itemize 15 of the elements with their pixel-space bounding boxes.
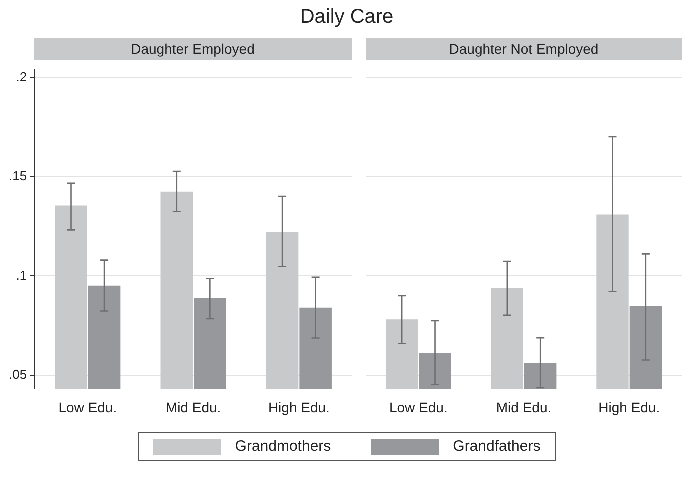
x-tick-label: High Edu. bbox=[598, 399, 660, 416]
y-tick-label: .15 bbox=[8, 168, 28, 184]
x-tick-label: Mid Edu. bbox=[166, 399, 222, 416]
chart-subtitle: Daughter Not Employed bbox=[366, 38, 682, 60]
x-tick-label: High Edu. bbox=[268, 399, 330, 416]
y-tick-label: .05 bbox=[8, 366, 28, 382]
x-tick-label: Mid Edu. bbox=[496, 399, 552, 416]
chart-title: Daily Care bbox=[299, 6, 395, 30]
y-tick-label: .2 bbox=[16, 70, 28, 85]
chart-subtitle: Daughter Employed bbox=[34, 38, 352, 60]
x-tick-label: Low Edu. bbox=[58, 399, 118, 416]
legend-label: Grandmothers bbox=[235, 438, 332, 455]
x-tick-label: Low Edu. bbox=[389, 399, 448, 416]
y-tick-label: .1 bbox=[16, 268, 28, 283]
legend-label: Grandfathers bbox=[453, 438, 541, 455]
